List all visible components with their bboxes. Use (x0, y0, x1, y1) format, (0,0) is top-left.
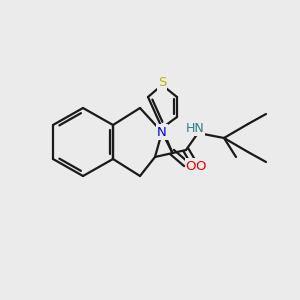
Text: O: O (196, 160, 206, 173)
Text: HN: HN (186, 122, 204, 134)
Text: S: S (158, 76, 166, 89)
Text: N: N (157, 125, 167, 139)
Text: O: O (186, 160, 196, 172)
